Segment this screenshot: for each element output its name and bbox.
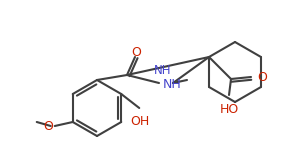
- Text: O: O: [257, 70, 267, 84]
- Text: OH: OH: [131, 115, 150, 128]
- Text: NH: NH: [154, 63, 172, 76]
- Text: HO: HO: [219, 103, 239, 116]
- Text: O: O: [131, 45, 141, 58]
- Text: O: O: [43, 120, 53, 132]
- Text: NH: NH: [163, 77, 182, 91]
